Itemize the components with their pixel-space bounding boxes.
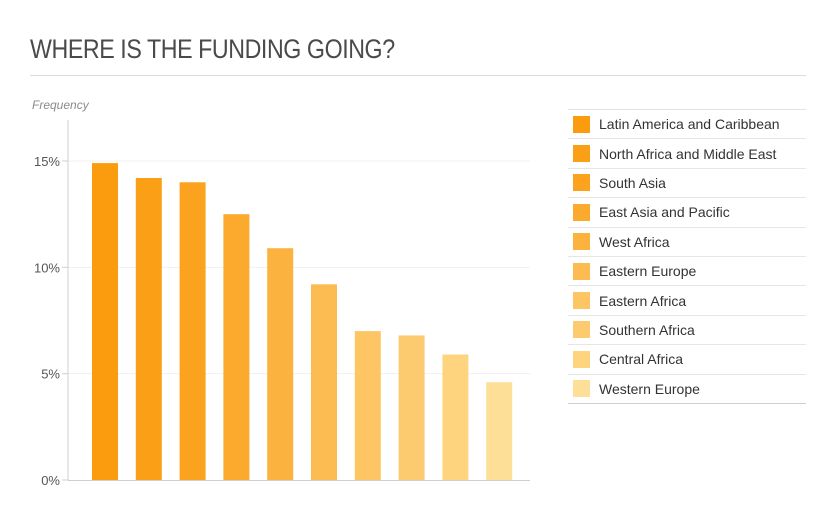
legend-swatch: [573, 292, 590, 310]
legend-swatch: [573, 262, 590, 280]
bar-4[interactable]: [223, 214, 250, 480]
page-title: WHERE IS THE FUNDING GOING?: [30, 34, 395, 64]
bar-6[interactable]: [311, 284, 337, 480]
legend-label: East Asia and Pacific: [599, 204, 730, 221]
bar-7[interactable]: [354, 331, 381, 480]
legend-label: Eastern Africa: [599, 292, 687, 309]
legend-label: Latin America and Caribbean: [599, 116, 780, 133]
y-tick-label: 15%: [34, 154, 60, 169]
bar-9[interactable]: [442, 354, 469, 481]
y-tick-label: 5%: [41, 367, 60, 382]
legend-item[interactable]: North Africa and Middle East: [568, 139, 806, 169]
legend-item[interactable]: East Asia and Pacific: [568, 198, 806, 228]
legend-label: Central Africa: [599, 351, 684, 368]
legend-swatch: [573, 233, 590, 251]
legend-label: Eastern Europe: [599, 263, 697, 280]
legend-item[interactable]: Central Africa: [568, 345, 806, 375]
legend-label: Southern Africa: [599, 321, 695, 338]
bars-group: [92, 163, 513, 481]
bar-2[interactable]: [135, 178, 162, 480]
chart-legend: Latin America and Caribbean North Africa …: [568, 109, 806, 404]
legend-item[interactable]: Latin America and Caribbean: [568, 110, 806, 140]
legend-swatch: [573, 174, 590, 192]
legend-label: Western Europe: [599, 380, 700, 397]
axes: 0% 5% 10% 15%: [34, 120, 530, 488]
legend-label: South Asia: [599, 174, 666, 191]
legend-item[interactable]: West Africa: [568, 228, 806, 257]
legend-swatch: [573, 145, 590, 163]
bar-8[interactable]: [398, 335, 425, 480]
legend-item[interactable]: Eastern Europe: [568, 257, 806, 287]
bar-3[interactable]: [179, 182, 206, 481]
legend-item[interactable]: Southern Africa: [568, 316, 806, 346]
legend-item[interactable]: Western Europe: [568, 375, 806, 404]
legend-item[interactable]: Eastern Africa: [568, 286, 806, 316]
legend-swatch: [573, 321, 590, 339]
legend-label: West Africa: [599, 233, 670, 250]
bar-5[interactable]: [267, 248, 294, 480]
y-tick-label: 10%: [34, 260, 60, 275]
bar-1[interactable]: [92, 163, 118, 480]
title-divider: [30, 75, 806, 76]
legend-swatch: [573, 203, 590, 221]
y-tick-label: 0%: [41, 473, 60, 488]
bar-10[interactable]: [486, 382, 513, 480]
legend-swatch: [573, 380, 590, 398]
legend-label: North Africa and Middle East: [599, 145, 777, 162]
legend-swatch: [573, 350, 590, 368]
legend-item[interactable]: South Asia: [568, 169, 806, 199]
legend-swatch: [573, 115, 590, 133]
y-axis-label: Frequency: [32, 98, 90, 112]
